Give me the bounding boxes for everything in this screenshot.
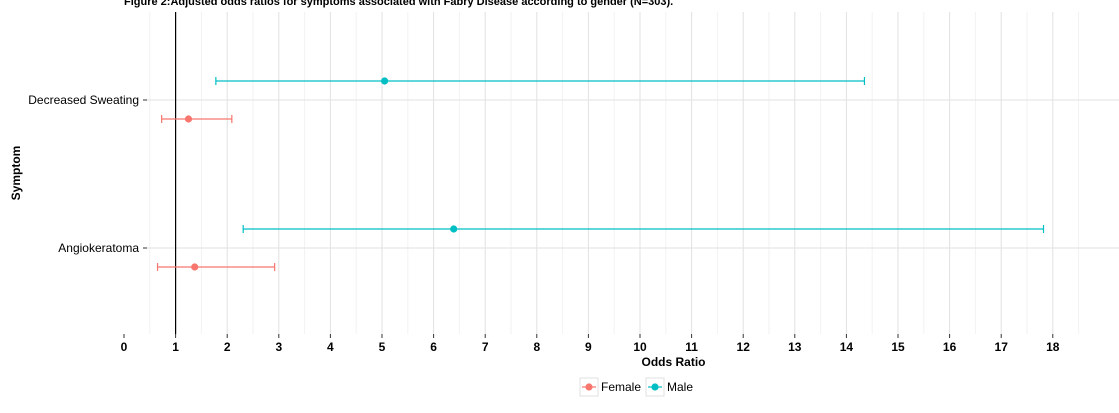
x-tick-label: 9 — [585, 340, 592, 354]
x-tick-label: 7 — [482, 340, 489, 354]
chart-title: Figure 2:Adjusted odds ratios for sympto… — [124, 0, 673, 8]
legend-key-point — [651, 383, 659, 391]
x-tick-label: 11 — [685, 340, 698, 354]
x-tick-label: 3 — [275, 340, 282, 354]
legend-key-point — [585, 383, 593, 391]
x-tick-label: 0 — [121, 340, 128, 354]
x-tick-label: 4 — [327, 340, 334, 354]
ci-group-male — [242, 225, 1045, 233]
x-axis-title: Odds Ratio — [641, 355, 705, 369]
ci-group-male — [215, 77, 866, 85]
y-axis-title: Symptom — [9, 146, 23, 201]
grid-layer — [147, 12, 1119, 334]
legend: Female Male — [579, 377, 693, 397]
y-tick-label: Angiokeratoma — [58, 241, 139, 255]
series-layer — [156, 77, 1045, 271]
x-tick-label: 10 — [633, 340, 647, 354]
x-tick-label: 1 — [172, 340, 179, 354]
y-tick-label: Decreased Sweating — [28, 93, 139, 107]
x-tick-label: 16 — [943, 340, 957, 354]
legend-item-male: Male — [645, 377, 693, 397]
x-tick-label: 14 — [840, 340, 854, 354]
legend-label: Male — [667, 380, 693, 394]
ci-group-female — [161, 115, 233, 123]
x-tick-label: 15 — [891, 340, 905, 354]
x-tick-label: 12 — [737, 340, 751, 354]
x-tick-label: 17 — [995, 340, 1009, 354]
legend-label: Female — [601, 380, 641, 394]
legend-item-female: Female — [579, 377, 641, 397]
x-tick-label: 6 — [430, 340, 437, 354]
ci-group-female — [156, 263, 276, 271]
x-tick-label: 13 — [788, 340, 802, 354]
point-estimate — [184, 115, 193, 123]
x-tick-label: 18 — [1046, 340, 1060, 354]
x-tick-label: 2 — [224, 340, 231, 354]
point-estimate — [191, 263, 199, 271]
x-tick-label: 5 — [379, 340, 386, 354]
point-estimate — [450, 225, 458, 233]
point-estimate — [380, 77, 389, 85]
x-tick-label: 8 — [533, 340, 540, 354]
